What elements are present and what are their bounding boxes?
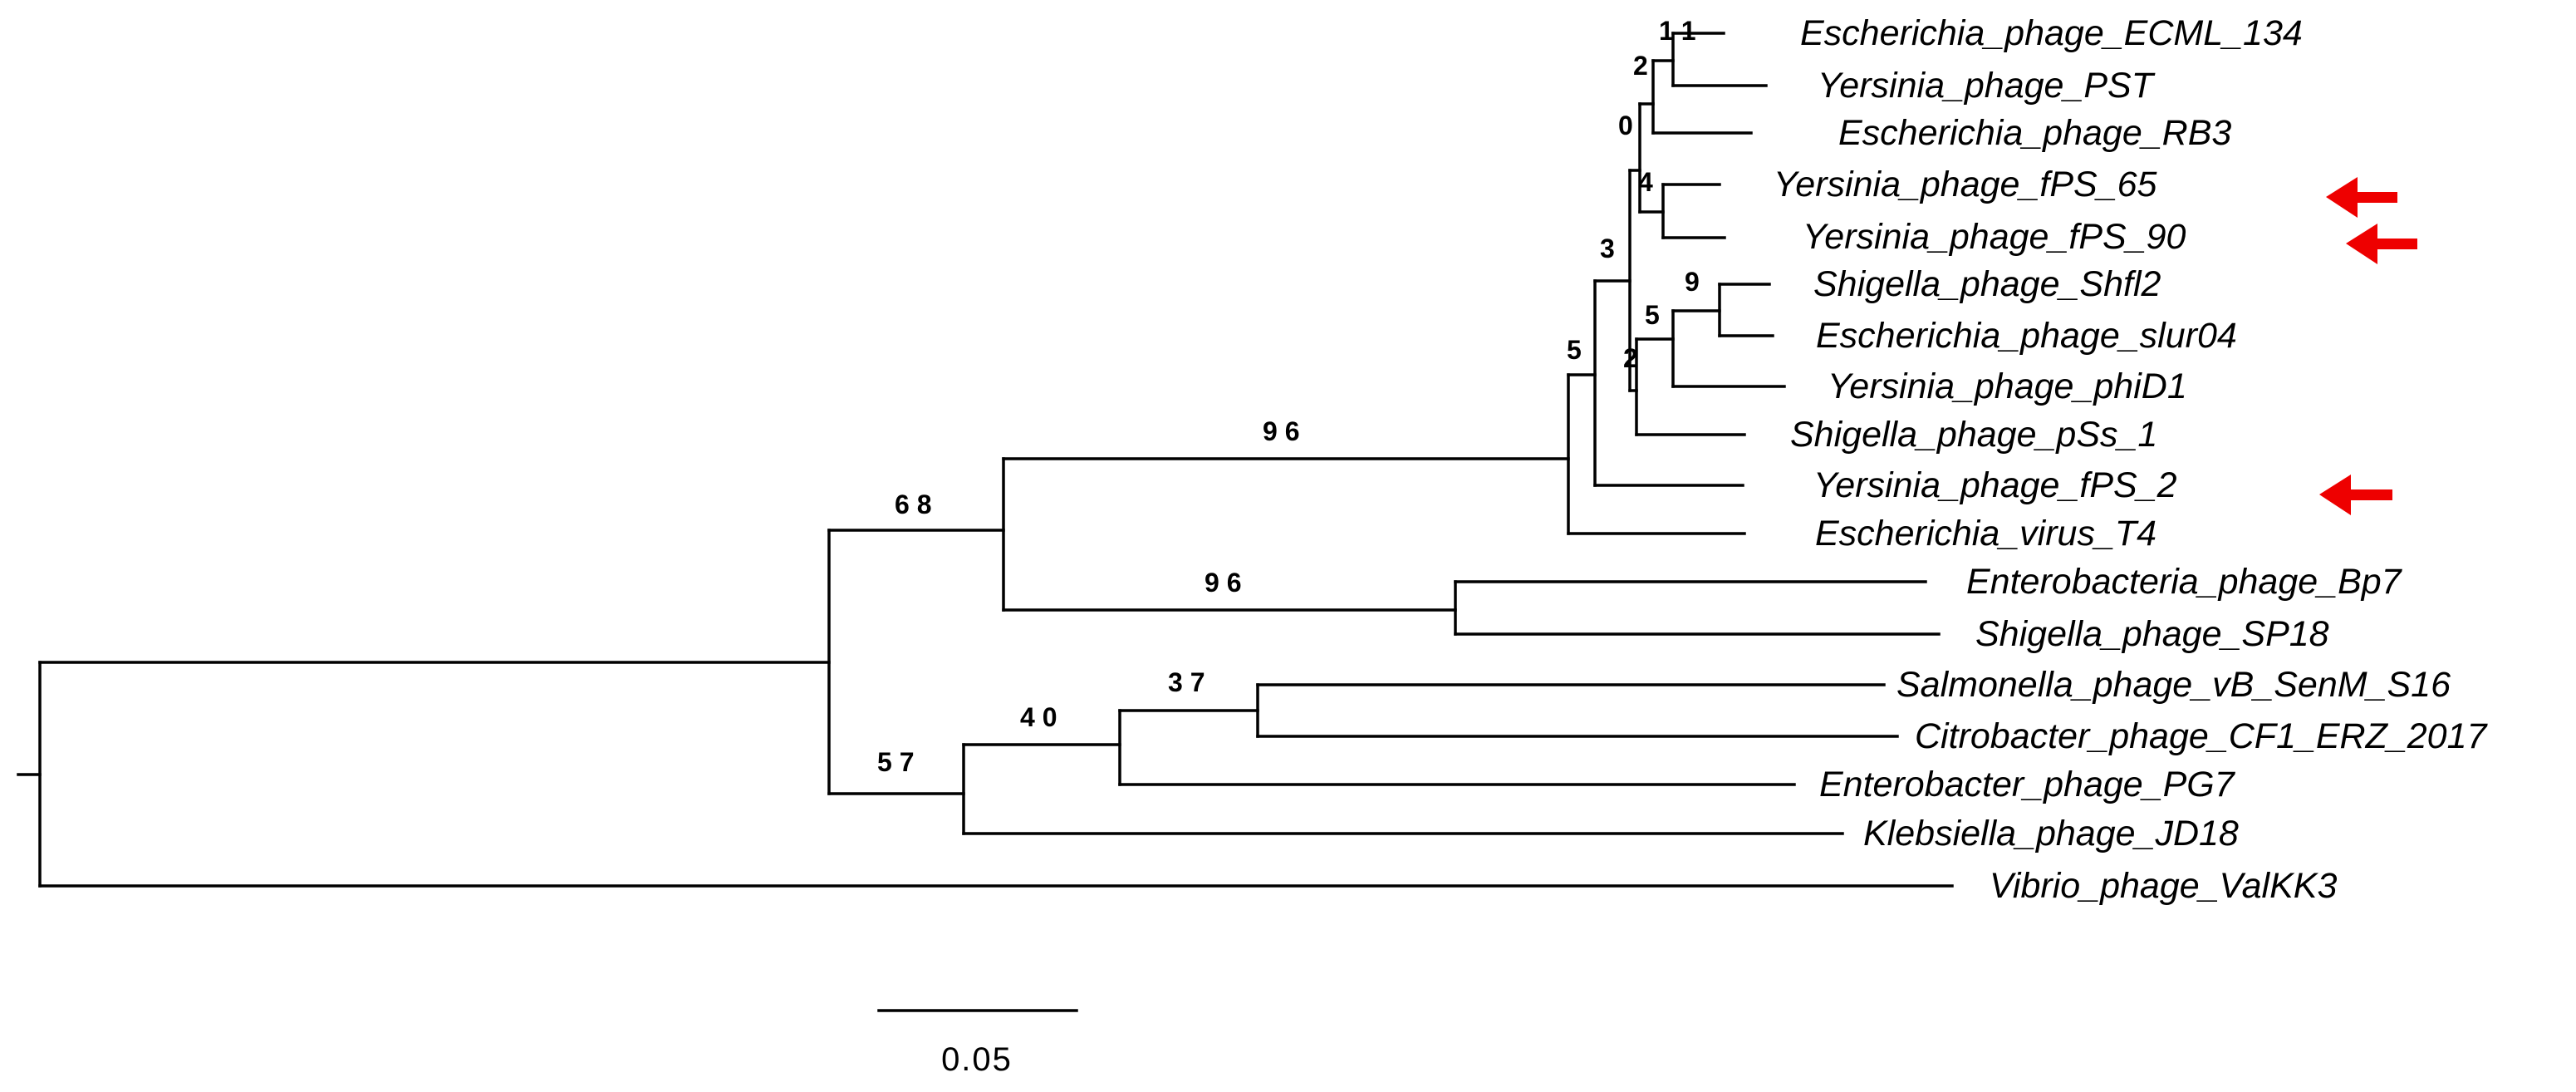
highlight-arrow-icon (2346, 224, 2417, 264)
taxon-label: Shigella_phage_Shfl2 (1813, 264, 2161, 304)
taxon-label: Escherichia_phage_RB3 (1838, 113, 2231, 153)
bootstrap-value: 5 (1567, 335, 1582, 365)
taxon-label: Enterobacter_phage_PG7 (1819, 765, 2236, 804)
bootstrap-value: 4 (1638, 167, 1653, 197)
taxon-label: Citrobacter_phage_CF1_ERZ_2017 (1915, 716, 2489, 756)
bootstrap-value: 4 0 (1020, 702, 1057, 732)
taxon-label: Yersinia_phage_phiD1 (1828, 366, 2187, 406)
taxon-label: Escherichia_phage_slur04 (1816, 316, 2237, 356)
scale-bar-label: 0.05 (941, 1041, 1013, 1078)
taxon-label: Vibrio_phage_ValKK3 (1990, 866, 2337, 906)
taxon-label: Escherichia_virus_T4 (1815, 514, 2156, 553)
bootstrap-value: 1 1 (1659, 16, 1695, 46)
bootstrap-value: 0 (1618, 111, 1633, 140)
taxon-label: Escherichia_phage_ECML_134 (1800, 13, 2303, 53)
bootstrap-value: 9 6 (1263, 416, 1299, 446)
taxon-label: Yersinia_phage_fPS_90 (1803, 217, 2186, 257)
bootstrap-value: 5 (1645, 300, 1660, 330)
bootstrap-value: 3 7 (1168, 667, 1205, 697)
highlight-arrow-icon (2326, 177, 2397, 218)
taxon-label: Klebsiella_phage_JD18 (1863, 814, 2239, 853)
bootstrap-value: 3 (1600, 234, 1615, 263)
taxon-label: Yersinia_phage_fPS_65 (1774, 165, 2158, 204)
taxon-label: Shigella_phage_SP18 (1975, 614, 2329, 654)
taxon-label: Yersinia_phage_PST (1818, 66, 2156, 106)
bootstrap-value: 6 8 (895, 489, 931, 519)
taxon-label: Enterobacteria_phage_Bp7 (1966, 562, 2403, 602)
bootstrap-value: 2 (1633, 51, 1648, 81)
taxon-label: Yersinia_phage_fPS_2 (1813, 465, 2177, 505)
bootstrap-value: 9 6 (1205, 568, 1241, 598)
highlight-arrow-icon (2319, 475, 2392, 515)
bootstrap-value: 5 7 (877, 747, 914, 777)
taxon-label: Shigella_phage_pSs_1 (1790, 415, 2157, 455)
bootstrap-value: 2 (1623, 343, 1638, 373)
bootstrap-value: 9 (1685, 267, 1700, 297)
taxon-label: Salmonella_phage_vB_SenM_S16 (1896, 665, 2451, 705)
